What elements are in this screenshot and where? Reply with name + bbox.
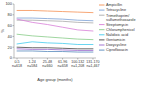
chart: 0 20 40 60 80 100 0-5n=618 1-24n=584 25-48n=660 6… (0, 0, 150, 85)
legend-swatch (99, 29, 105, 30)
legend-swatch (99, 34, 105, 35)
legend-label: Doxycycline (106, 43, 126, 47)
legend-swatch (99, 15, 105, 16)
plot-area (17, 10, 93, 52)
legend-label: Chloramphenicol (106, 28, 135, 32)
legend-label: Streptomycin (106, 23, 128, 27)
x-axis-label: Age group (months) (37, 77, 73, 82)
legend: AmpicillinTetracycline Trimethoprim/sulfa… (99, 3, 136, 52)
legend-label: Trimethoprim/sulfamethoxazole (106, 14, 136, 22)
series-line (17, 42, 93, 45)
series-line (17, 10, 93, 12)
y-tick-label: 80 (8, 13, 12, 17)
y-tick (13, 58, 15, 59)
y-tick-label: 20 (8, 46, 12, 50)
x-tick-label: 61-96n=658 (58, 60, 68, 68)
legend-swatch (99, 10, 105, 11)
y-tick (13, 14, 15, 15)
legend-swatch (99, 39, 105, 40)
legend-label: Tetracycline (106, 8, 126, 12)
y-tick-label: 0 (10, 56, 12, 60)
y-tick-label: 60 (8, 24, 12, 28)
series-line (17, 19, 93, 31)
x-tick-label: 100-132n=1,208 (71, 60, 84, 68)
series-line (17, 51, 93, 52)
legend-swatch (99, 45, 105, 46)
series-line (17, 49, 93, 51)
y-axis-label: % (0, 29, 5, 33)
y-tick (13, 25, 15, 26)
y-tick (13, 4, 15, 5)
legend-swatch (99, 24, 105, 25)
legend-label: Gentamicin (106, 38, 125, 42)
y-tick-label: 100 (5, 2, 11, 6)
y-tick-label: 40 (8, 35, 12, 39)
series-line (17, 47, 93, 49)
y-tick (13, 47, 15, 48)
legend-swatch (99, 5, 105, 6)
x-tick-label: 25-48n=660 (42, 60, 52, 68)
x-tick-label: 0-5n=618 (12, 60, 22, 68)
x-tick-label: 1-24n=584 (27, 60, 37, 68)
legend-swatch (99, 50, 105, 51)
legend-label: Ciprofloxacin (106, 48, 128, 52)
legend-label: Ampicillin (106, 3, 122, 7)
legend-label: Nalidixic acid (106, 33, 128, 37)
x-axis (14, 58, 96, 59)
y-tick (13, 36, 15, 37)
series-line (17, 34, 93, 39)
y-axis (14, 4, 15, 58)
x-tick-label: 131-170n=1,467 (86, 60, 99, 68)
